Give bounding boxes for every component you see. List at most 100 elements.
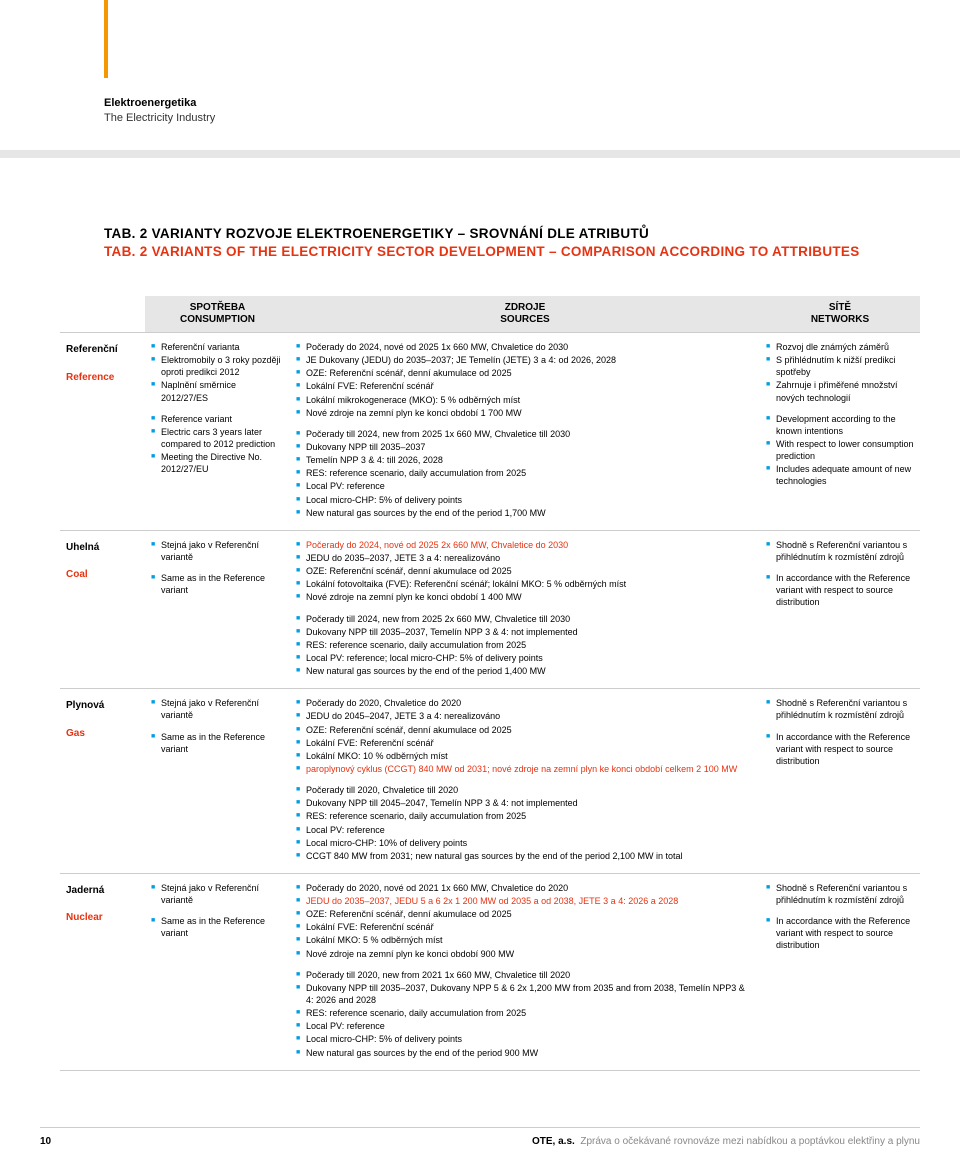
list-item: Dukovany NPP till 2035–2037 xyxy=(296,441,754,453)
list-item: OZE: Referenční scénář, denní akumulace … xyxy=(296,908,754,920)
list-item: Development according to the known inten… xyxy=(766,413,914,437)
list-item: Lokální MKO: 10 % odběrných míst xyxy=(296,750,754,762)
list-item: JE Dukovany (JEDU) do 2035–2037; JE Teme… xyxy=(296,354,754,366)
th-consumption-en: CONSUMPTION xyxy=(180,314,255,325)
list-item: JEDU do 2035–2037, JETE 3 a 4: nerealizo… xyxy=(296,552,754,564)
title-en: TAB. 2 VARIANTS OF THE ELECTRICITY SECTO… xyxy=(104,244,920,259)
th-empty xyxy=(60,296,145,333)
list-item: Nové zdroje na zemní plyn ke konci obdob… xyxy=(296,407,754,419)
row-label: UhelnáCoal xyxy=(60,530,145,688)
list-item: Local PV: reference xyxy=(296,824,754,836)
row-label: Referenční Reference xyxy=(60,333,145,531)
th-sources: ZDROJE SOURCES xyxy=(290,296,760,333)
th-networks-en: NETWORKS xyxy=(811,314,869,325)
table-title: TAB. 2 VARIANTY ROZVOJE ELEKTROENERGETIK… xyxy=(104,226,920,259)
list-item: Lokální FVE: Referenční scénář xyxy=(296,737,754,749)
list-item: Lokální fotovoltaika (FVE): Referenční s… xyxy=(296,578,754,590)
list-item: Stejná jako v Referenční variantě xyxy=(151,882,284,906)
row-label: JadernáNuclear xyxy=(60,873,145,1070)
list-item: Dukovany NPP till 2045–2047, Temelín NPP… xyxy=(296,797,754,809)
list-item: JEDU do 2035–2037, JEDU 5 a 6 2x 1 200 M… xyxy=(296,895,754,907)
list-item: Shodně s Referenční variantou s přihlédn… xyxy=(766,539,914,563)
row-label-en: Reference xyxy=(66,371,139,385)
list-item: In accordance with the Reference variant… xyxy=(766,915,914,951)
list-item: Počerady till 2020, new from 2021 1x 660… xyxy=(296,969,754,981)
list-item: Shodně s Referenční variantou s přihlédn… xyxy=(766,882,914,906)
list-item: Same as in the Reference variant xyxy=(151,731,284,755)
table-row-gas: PlynováGasStejná jako v Referenční varia… xyxy=(60,689,920,874)
list-item: Electric cars 3 years later compared to … xyxy=(151,426,284,450)
table-row-reference: ReferenčníReferenceReferenční variantaEl… xyxy=(60,333,920,531)
list-item: Nové zdroje na zemní plyn ke konci obdob… xyxy=(296,948,754,960)
table: SPOTŘEBA CONSUMPTION ZDROJE SOURCES SÍTĚ… xyxy=(60,296,920,1071)
list-item: Naplnění směrnice 2012/27/ES xyxy=(151,379,284,403)
accent-rule xyxy=(104,0,108,78)
list-item: paroplynový cyklus (CCGT) 840 MW od 2031… xyxy=(296,763,754,775)
section-en: The Electricity Industry xyxy=(104,111,215,126)
page: Elektroenergetika The Electricity Indust… xyxy=(0,0,960,1165)
list-item: Temelín NPP 3 & 4: till 2026, 2028 xyxy=(296,454,754,466)
divider-bar xyxy=(0,150,960,158)
list-item: In accordance with the Reference variant… xyxy=(766,731,914,767)
list-item: Local PV: reference xyxy=(296,480,754,492)
list-item: Rozvoj dle známých záměrů xyxy=(766,341,914,353)
list-item: Počerady do 2020, nové od 2021 1x 660 MW… xyxy=(296,882,754,894)
list-item: Počerady till 2024, new from 2025 1x 660… xyxy=(296,428,754,440)
list-item: Lokální FVE: Referenční scénář xyxy=(296,921,754,933)
list-item: Počerady do 2020, Chvaletice do 2020 xyxy=(296,697,754,709)
row-label-en: Coal xyxy=(66,568,139,582)
th-sources-cz: ZDROJE xyxy=(505,302,546,313)
row-label-cz: Plynová xyxy=(66,699,139,713)
list-item: New natural gas sources by the end of th… xyxy=(296,665,754,677)
table-row-coal: UhelnáCoalStejná jako v Referenční varia… xyxy=(60,530,920,688)
comparison-table: SPOTŘEBA CONSUMPTION ZDROJE SOURCES SÍTĚ… xyxy=(60,296,920,1071)
section-heading: Elektroenergetika The Electricity Indust… xyxy=(104,96,215,126)
table-row-nuclear: JadernáNuclearStejná jako v Referenční v… xyxy=(60,873,920,1070)
list-item: RES: reference scenario, daily accumulat… xyxy=(296,810,754,822)
list-item: Dukovany NPP till 2035–2037, Dukovany NP… xyxy=(296,982,754,1006)
list-item: In accordance with the Reference variant… xyxy=(766,572,914,608)
list-item: Počerady till 2024, new from 2025 2x 660… xyxy=(296,613,754,625)
list-item: Shodně s Referenční variantou s přihlédn… xyxy=(766,697,914,721)
footer-publisher: OTE, a.s. Zpráva o očekávané rovnováze m… xyxy=(532,1136,920,1147)
list-item: New natural gas sources by the end of th… xyxy=(296,507,754,519)
footer-org: OTE, a.s. xyxy=(532,1136,575,1147)
th-networks: SÍTĚ NETWORKS xyxy=(760,296,920,333)
list-item: Lokální mikrokogenerace (MKO): 5 % odběr… xyxy=(296,394,754,406)
list-item: Referenční varianta xyxy=(151,341,284,353)
list-item: Includes adequate amount of new technolo… xyxy=(766,463,914,487)
list-item: S přihlédnutím k nižší predikci spotřeby xyxy=(766,354,914,378)
list-item: Zahrnuje i přiměřené množství nových tec… xyxy=(766,379,914,403)
row-label-cz: Referenční xyxy=(66,343,139,357)
list-item: Meeting the Directive No. 2012/27/EU xyxy=(151,451,284,475)
list-item: Lokální MKO: 5 % odběrných míst xyxy=(296,934,754,946)
list-item: Elektromobily o 3 roky později oproti pr… xyxy=(151,354,284,378)
list-item: Local micro-CHP: 5% of delivery points xyxy=(296,1033,754,1045)
page-number: 10 xyxy=(40,1136,51,1147)
list-item: Same as in the Reference variant xyxy=(151,915,284,939)
list-item: Same as in the Reference variant xyxy=(151,572,284,596)
list-item: Local micro-CHP: 5% of delivery points xyxy=(296,494,754,506)
list-item: CCGT 840 MW from 2031; new natural gas s… xyxy=(296,850,754,862)
th-sources-en: SOURCES xyxy=(500,314,549,325)
th-networks-cz: SÍTĚ xyxy=(829,302,851,313)
list-item: Local PV: reference xyxy=(296,1020,754,1032)
list-item: Stejná jako v Referenční variantě xyxy=(151,539,284,563)
page-footer: 10 OTE, a.s. Zpráva o očekávané rovnováz… xyxy=(40,1127,920,1147)
list-item: Local micro-CHP: 10% of delivery points xyxy=(296,837,754,849)
list-item: Počerady do 2024, nové od 2025 2x 660 MW… xyxy=(296,539,754,551)
list-item: JEDU do 2045–2047, JETE 3 a 4: nerealizo… xyxy=(296,710,754,722)
row-label-cz: Jaderná xyxy=(66,884,139,898)
list-item: RES: reference scenario, daily accumulat… xyxy=(296,467,754,479)
list-item: Počerady till 2020, Chvaletice till 2020 xyxy=(296,784,754,796)
list-item: OZE: Referenční scénář, denní akumulace … xyxy=(296,565,754,577)
table-head: SPOTŘEBA CONSUMPTION ZDROJE SOURCES SÍTĚ… xyxy=(60,296,920,333)
row-label: Plynová Gas xyxy=(60,689,145,874)
list-item: Počerady do 2024, nové od 2025 1x 660 MW… xyxy=(296,341,754,353)
list-item: OZE: Referenční scénář, denní akumulace … xyxy=(296,724,754,736)
row-label-en: Gas xyxy=(66,727,139,741)
list-item: With respect to lower consumption predic… xyxy=(766,438,914,462)
list-item: New natural gas sources by the end of th… xyxy=(296,1047,754,1059)
title-cz: TAB. 2 VARIANTY ROZVOJE ELEKTROENERGETIK… xyxy=(104,226,920,241)
list-item: Lokální FVE: Referenční scénář xyxy=(296,380,754,392)
